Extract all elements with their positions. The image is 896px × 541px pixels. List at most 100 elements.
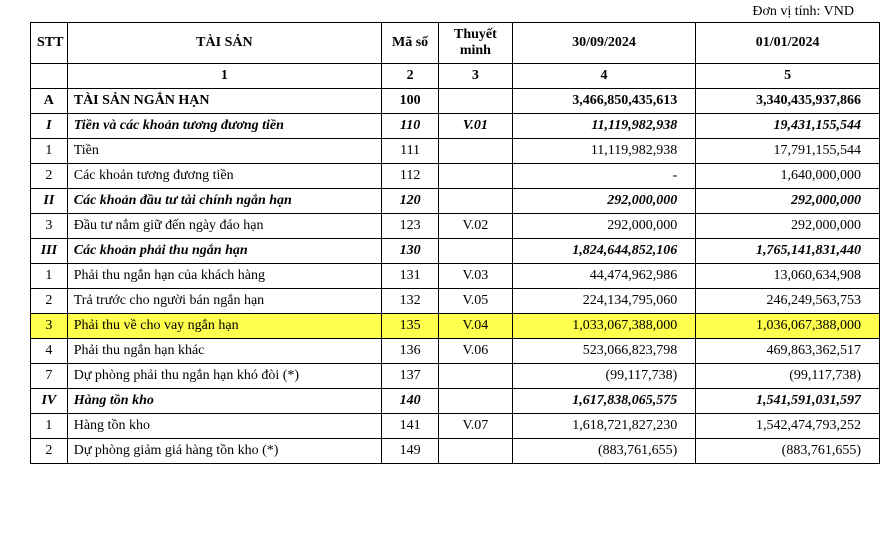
table-row: ATÀI SẢN NGẮN HẠN100 3,466,850,435,6133,3…: [31, 89, 880, 114]
table-row: 2Trả trước cho người bán ngắn hạn132V.05…: [31, 289, 880, 314]
unit-label: Đơn vị tính: VND: [30, 4, 880, 20]
cell-val2: 292,000,000: [696, 189, 880, 214]
cell-val2: 246,249,563,753: [696, 289, 880, 314]
table-row: ITiền và các khoản tương đương tiền110V.…: [31, 114, 880, 139]
table-row: IIICác khoản phải thu ngắn hạn130 1,824,6…: [31, 239, 880, 264]
cell-note: V.06: [439, 339, 512, 364]
col-header-val1: 30/09/2024: [512, 23, 696, 64]
cell-name: Dự phòng giảm giá hàng tồn kho (*): [67, 439, 381, 464]
balance-sheet-table: STT TÀI SẢN Mã số Thuyết minh 30/09/2024…: [30, 22, 880, 464]
table-row: 3Đầu tư nắm giữ đến ngày đáo hạn123V.022…: [31, 214, 880, 239]
cell-val2: 292,000,000: [696, 214, 880, 239]
cell-val1: 44,474,962,986: [512, 264, 696, 289]
cell-code: 110: [382, 114, 439, 139]
cell-val1: 1,824,644,852,106: [512, 239, 696, 264]
cell-name: Tiền và các khoản tương đương tiền: [67, 114, 381, 139]
cell-val2: 1,640,000,000: [696, 164, 880, 189]
table-row: 3Phải thu về cho vay ngắn hạn135V.041,03…: [31, 314, 880, 339]
cell-code: 136: [382, 339, 439, 364]
cell-stt: 2: [31, 439, 68, 464]
cell-val2: (99,117,738): [696, 364, 880, 389]
balance-sheet-page: Đơn vị tính: VND STT TÀI SẢN Mã số Thuyế…: [0, 0, 896, 541]
cell-name: Các khoản tương đương tiền: [67, 164, 381, 189]
cell-stt: A: [31, 89, 68, 114]
cell-note: [439, 364, 512, 389]
cell-val1: 3,466,850,435,613: [512, 89, 696, 114]
cell-name: Hàng tồn kho: [67, 389, 381, 414]
subheader-stt: [31, 64, 68, 89]
table-row: 4Phải thu ngắn hạn khác136V.06523,066,82…: [31, 339, 880, 364]
cell-val2: 469,863,362,517: [696, 339, 880, 364]
cell-note: V.01: [439, 114, 512, 139]
cell-code: 137: [382, 364, 439, 389]
cell-code: 120: [382, 189, 439, 214]
cell-val2: 19,431,155,544: [696, 114, 880, 139]
cell-code: 112: [382, 164, 439, 189]
table-row: IVHàng tồn kho1401,617,838,065,5751,541,…: [31, 389, 880, 414]
cell-name: Phải thu ngắn hạn của khách hàng: [67, 264, 381, 289]
table-body: ATÀI SẢN NGẮN HẠN100 3,466,850,435,6133,3…: [31, 89, 880, 464]
cell-stt: 1: [31, 264, 68, 289]
cell-val1: 1,033,067,388,000: [512, 314, 696, 339]
cell-stt: I: [31, 114, 68, 139]
table-row: 2Dự phòng giảm giá hàng tồn kho (*)149(8…: [31, 439, 880, 464]
table-header-row: STT TÀI SẢN Mã số Thuyết minh 30/09/2024…: [31, 23, 880, 64]
cell-code: 141: [382, 414, 439, 439]
cell-code: 130: [382, 239, 439, 264]
table-row: 7Dự phòng phải thu ngắn hạn khó đòi (*)1…: [31, 364, 880, 389]
cell-name: TÀI SẢN NGẮN HẠN: [67, 89, 381, 114]
cell-val1: 1,617,838,065,575: [512, 389, 696, 414]
subheader-val1: 4: [512, 64, 696, 89]
col-header-val2: 01/01/2024: [696, 23, 880, 64]
cell-stt: III: [31, 239, 68, 264]
cell-note: [439, 89, 512, 114]
cell-name: Dự phòng phải thu ngắn hạn khó đòi (*): [67, 364, 381, 389]
cell-stt: II: [31, 189, 68, 214]
cell-code: 135: [382, 314, 439, 339]
cell-name: Hàng tồn kho: [67, 414, 381, 439]
cell-code: 111: [382, 139, 439, 164]
cell-code: 100: [382, 89, 439, 114]
cell-stt: 4: [31, 339, 68, 364]
cell-name: Phải thu về cho vay ngắn hạn: [67, 314, 381, 339]
cell-stt: 3: [31, 314, 68, 339]
cell-val1: 1,618,721,827,230: [512, 414, 696, 439]
cell-note: [439, 189, 512, 214]
cell-note: V.02: [439, 214, 512, 239]
cell-note: V.05: [439, 289, 512, 314]
cell-note: [439, 439, 512, 464]
table-row: 1Phải thu ngắn hạn của khách hàng131V.03…: [31, 264, 880, 289]
col-header-note: Thuyết minh: [439, 23, 512, 64]
table-row: 1Hàng tồn kho141V.071,618,721,827,2301,5…: [31, 414, 880, 439]
cell-name: Đầu tư nắm giữ đến ngày đáo hạn: [67, 214, 381, 239]
cell-val1: 292,000,000: [512, 189, 696, 214]
cell-val1: 292,000,000: [512, 214, 696, 239]
cell-code: 131: [382, 264, 439, 289]
table-subheader-row: 1 2 3 4 5: [31, 64, 880, 89]
cell-stt: 2: [31, 164, 68, 189]
cell-note: V.07: [439, 414, 512, 439]
col-header-code: Mã số: [382, 23, 439, 64]
cell-val1: 11,119,982,938: [512, 139, 696, 164]
cell-val2: 1,036,067,388,000: [696, 314, 880, 339]
cell-stt: 2: [31, 289, 68, 314]
cell-val2: 1,542,474,793,252: [696, 414, 880, 439]
table-row: 2Các khoản tương đương tiền112-1,640,000…: [31, 164, 880, 189]
cell-val1: (99,117,738): [512, 364, 696, 389]
cell-code: 140: [382, 389, 439, 414]
cell-stt: 7: [31, 364, 68, 389]
cell-note: [439, 389, 512, 414]
cell-name: Tiền: [67, 139, 381, 164]
cell-val2: 13,060,634,908: [696, 264, 880, 289]
table-row: IICác khoản đầu tư tài chính ngắn hạn120…: [31, 189, 880, 214]
cell-val2: 3,340,435,937,866: [696, 89, 880, 114]
cell-val2: (883,761,655): [696, 439, 880, 464]
subheader-code: 2: [382, 64, 439, 89]
cell-stt: IV: [31, 389, 68, 414]
subheader-name: 1: [67, 64, 381, 89]
cell-name: Các khoản phải thu ngắn hạn: [67, 239, 381, 264]
cell-name: Các khoản đầu tư tài chính ngắn hạn: [67, 189, 381, 214]
subheader-note: 3: [439, 64, 512, 89]
cell-val1: 224,134,795,060: [512, 289, 696, 314]
col-header-stt: STT: [31, 23, 68, 64]
